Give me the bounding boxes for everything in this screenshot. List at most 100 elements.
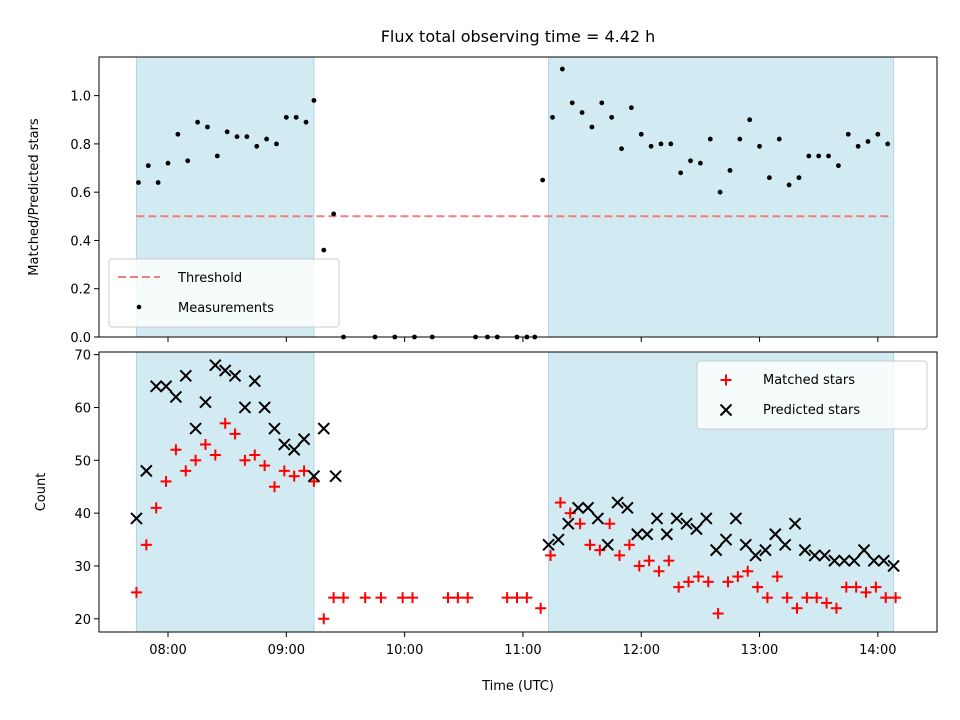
top-legend: Threshold Measurements [108, 258, 340, 328]
predicted-star-point [828, 554, 841, 567]
predicted-star-point [591, 512, 605, 525]
measurement-point [885, 141, 891, 147]
matched-star-point [521, 592, 533, 604]
measurement-point [717, 189, 723, 195]
predicted-star-point [867, 554, 881, 567]
matched-star-point [692, 571, 704, 583]
measurement-point [185, 158, 191, 164]
predicted-star-point [749, 549, 762, 562]
predicted-star-point [808, 549, 821, 562]
matched-star-point [791, 602, 803, 614]
measurement-point [776, 136, 782, 142]
predicted-star-point [778, 538, 792, 552]
measurement-point [224, 129, 230, 135]
matched-star-point [308, 475, 320, 487]
legend-predicted-swatch [719, 403, 733, 417]
measurement-point [826, 153, 831, 159]
predicted-star-point [670, 512, 683, 525]
measurement-point [175, 131, 181, 137]
predicted-star-point [199, 395, 212, 409]
matched-star-point [653, 565, 665, 577]
matched-star-point [268, 481, 280, 493]
predicted-star-point [621, 501, 634, 515]
measurement-point [678, 170, 684, 176]
measurement-point [845, 131, 851, 137]
matched-star-point [830, 602, 842, 614]
matched-star-point [771, 571, 783, 583]
legend-measurements-swatch [136, 304, 142, 310]
matched-star-point [801, 592, 813, 604]
x-tick-label: 09:00 [268, 643, 305, 658]
bottom-x-ticks: 08:00 09:00 10:00 11:00 12:00 13:00 14:00 [149, 632, 897, 658]
measurement-point [136, 180, 141, 185]
measurement-point [283, 114, 289, 120]
y-tick-label: 0.4 [70, 234, 91, 249]
predicted-star-point [287, 443, 301, 456]
measurement-point [195, 119, 200, 125]
matched-star-point [633, 560, 645, 572]
matched-star-point [545, 549, 557, 561]
matched-star-point [239, 454, 251, 466]
bottom-legend-box [696, 360, 928, 430]
matched-star-point [722, 576, 734, 588]
measurement-point [707, 136, 713, 142]
matched-star-point [752, 581, 764, 593]
legend-predicted-label: Predicted stars [763, 403, 860, 418]
predicted-star-point [329, 469, 342, 483]
y-tick-label: 0.0 [70, 331, 91, 346]
matched-star-point [584, 539, 596, 551]
predicted-star-point [169, 390, 183, 404]
measurement-point [806, 153, 812, 159]
measurement-point [145, 163, 151, 169]
bottom-y-axis-label: Count [34, 473, 49, 512]
measurement-point [559, 66, 565, 72]
matched-star-point [318, 613, 330, 625]
matched-star-point [199, 438, 211, 450]
predicted-star-point [179, 369, 192, 382]
top-y-ticks: 0.0 0.2 0.4 0.6 0.8 1.0 [70, 90, 99, 346]
measurement-point [550, 114, 555, 120]
matched-star-point [511, 592, 523, 604]
matched-star-point [249, 449, 261, 461]
top-y-axis-label: Matched/Predicted stars [27, 118, 42, 276]
measurement-point [796, 175, 802, 181]
matched-star-point [781, 592, 793, 604]
predicted-star-point [601, 538, 614, 552]
predicted-star-point [690, 522, 703, 536]
legend-matched-swatch [720, 374, 732, 386]
measurement-point [234, 134, 240, 140]
predicted-star-point [307, 469, 321, 483]
measurement-point [767, 175, 772, 181]
matched-star-point [259, 460, 271, 472]
measurement-point [697, 160, 703, 166]
matched-star-point [298, 465, 310, 477]
measurement-point [757, 143, 762, 149]
y-tick-label: 70 [74, 349, 91, 364]
measurement-point [628, 105, 634, 111]
matched-star-point [890, 592, 902, 604]
predicted-star-point [798, 543, 812, 557]
bottom-legend: Matched stars Predicted stars [696, 360, 928, 430]
measurement-point [274, 141, 279, 147]
predicted-star-point [189, 422, 202, 435]
x-tick-label: 12:00 [623, 643, 660, 658]
measurement-point [540, 177, 546, 183]
predicted-star-point [228, 369, 242, 382]
matched-star-point [209, 449, 221, 461]
measurement-point [609, 114, 615, 120]
top-panel: 0.0 0.2 0.4 0.6 0.8 1.0 Matched/Predicted sta… [27, 56, 938, 346]
matched-star-point [190, 454, 202, 466]
measurement-point [747, 117, 753, 123]
measurement-point [855, 143, 861, 149]
measurement-point [658, 141, 664, 147]
measurement-point [836, 163, 841, 169]
predicted-star-point [650, 512, 664, 525]
matched-star-point [375, 592, 387, 604]
predicted-star-point [562, 517, 575, 530]
y-tick-label: 0.8 [70, 138, 91, 153]
predicted-star-point [729, 512, 743, 525]
top-x-ticks [167, 337, 879, 342]
measurement-point [737, 136, 743, 142]
x-tick-label: 13:00 [741, 643, 778, 658]
y-tick-label: 0.6 [70, 186, 91, 201]
